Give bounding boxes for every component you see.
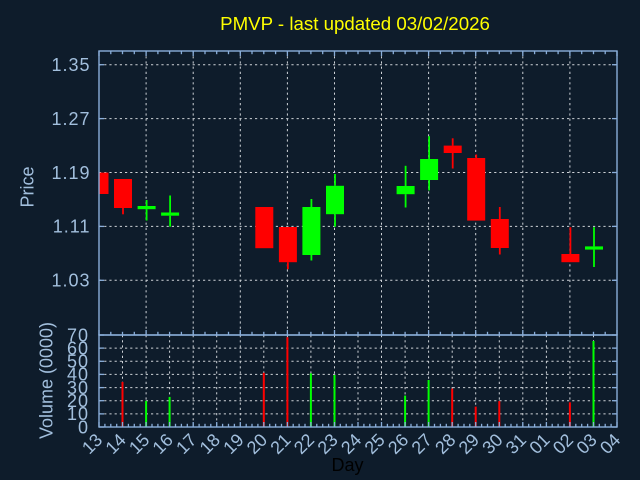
svg-text:PMVP - last updated 03/02/2026: PMVP - last updated 03/02/2026 (220, 13, 490, 34)
svg-text:Volume (0000): Volume (0000) (37, 322, 57, 439)
svg-text:0: 0 (78, 417, 89, 437)
svg-text:70: 70 (67, 325, 89, 345)
svg-text:1.03: 1.03 (51, 271, 90, 291)
svg-text:10: 10 (67, 404, 89, 424)
svg-text:1.35: 1.35 (51, 55, 90, 75)
svg-text:30: 30 (67, 378, 89, 398)
svg-text:1.27: 1.27 (51, 109, 90, 129)
svg-text:50: 50 (67, 352, 89, 372)
svg-text:20: 20 (67, 391, 89, 411)
svg-text:40: 40 (67, 365, 89, 385)
svg-text:Price: Price (18, 166, 38, 207)
svg-text:1.19: 1.19 (51, 163, 90, 183)
svg-text:Day: Day (331, 455, 363, 475)
svg-text:1.11: 1.11 (53, 217, 91, 237)
svg-text:60: 60 (67, 338, 89, 358)
